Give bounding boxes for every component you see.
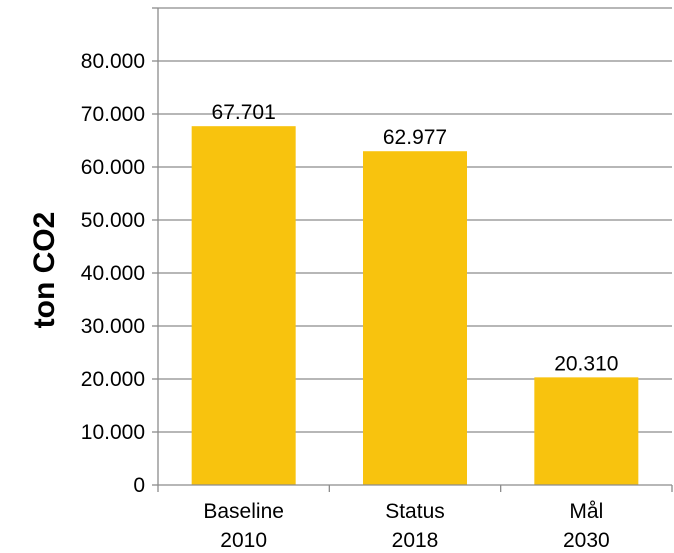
data-label: 67.701 — [212, 101, 276, 124]
bar — [191, 126, 296, 486]
bar — [534, 377, 639, 485]
x-tick-label: Mål — [569, 500, 603, 523]
y-tick-label: 60.000 — [81, 156, 145, 179]
bars — [191, 126, 639, 486]
y-tick-label: 40.000 — [81, 262, 145, 285]
data-labels: 67.701 62.977 20.310 — [212, 101, 619, 375]
y-tick-label: 50.000 — [81, 209, 145, 232]
y-tick-label: 30.000 — [81, 315, 145, 338]
y-axis-title: ton CO2 — [28, 212, 61, 329]
x-tick-label: 2030 — [563, 529, 610, 552]
x-tick-label: Status — [385, 500, 445, 523]
y-tick-label: 70.000 — [81, 103, 145, 126]
data-label: 20.310 — [554, 352, 618, 375]
y-tick-labels: 0 10.000 20.000 30.000 40.000 50.000 60.000 70.… — [81, 50, 145, 497]
y-tick-label: 20.000 — [81, 368, 145, 391]
x-tick-label: 2010 — [220, 529, 267, 552]
x-category-labels: Baseline 2010 Status 2018 Mål 2030 — [203, 500, 609, 552]
x-tick-label: 2018 — [392, 529, 439, 552]
axes — [152, 7, 673, 492]
y-tick-label: 10.000 — [81, 421, 145, 444]
y-tick-label: 0 — [133, 474, 145, 497]
x-tick-label: Baseline — [203, 500, 284, 523]
data-label: 62.977 — [383, 126, 447, 149]
bar — [363, 151, 467, 485]
y-tick-label: 80.000 — [81, 50, 145, 73]
